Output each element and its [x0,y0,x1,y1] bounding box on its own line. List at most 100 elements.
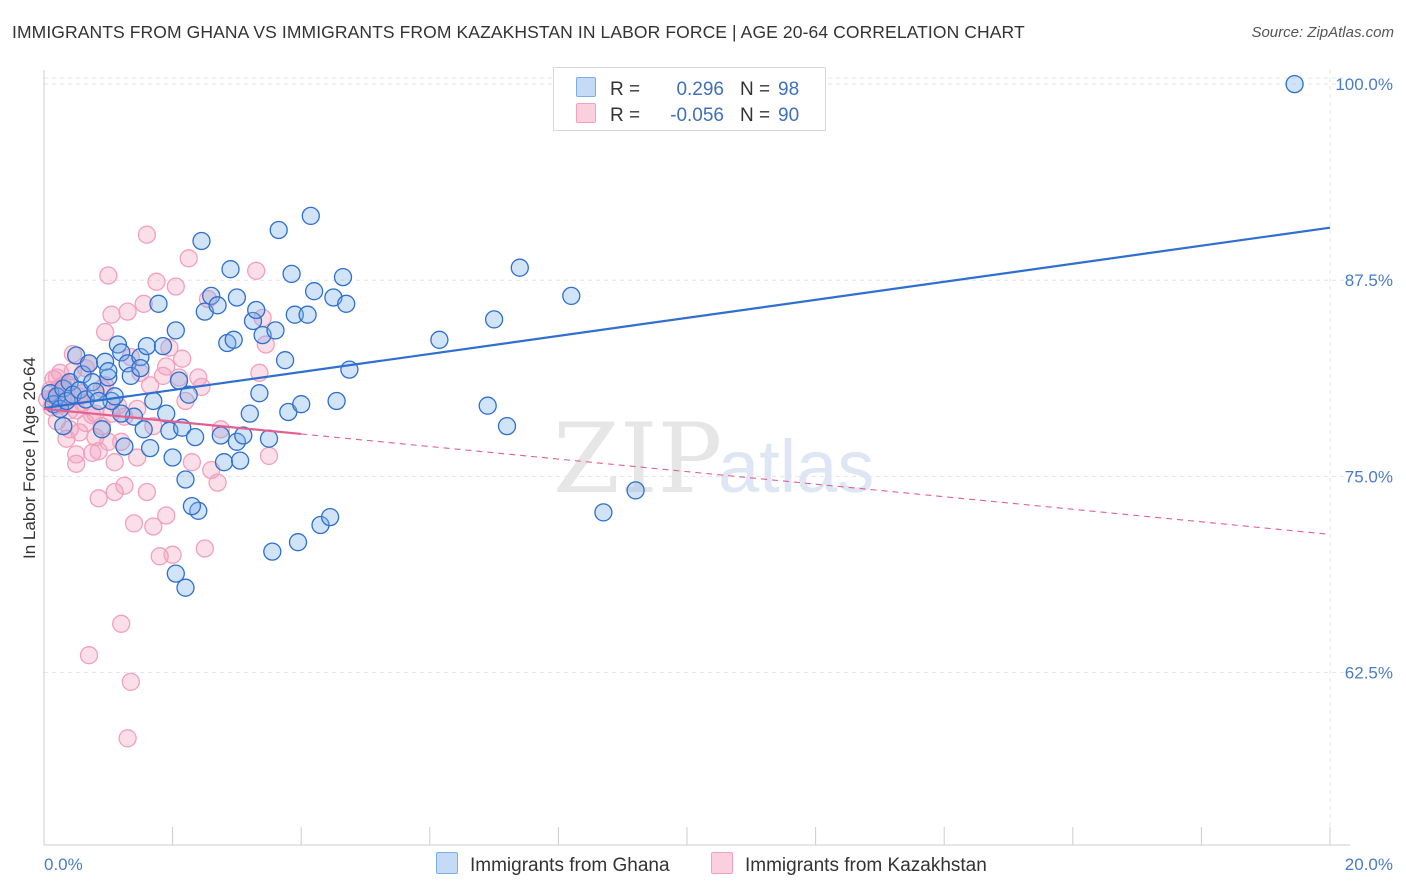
y-tick-label: 62.5% [1345,663,1393,682]
kazakhstan-point [118,729,137,748]
ghana-point [234,426,253,445]
ghana-point [137,336,157,356]
ghana-point [224,330,243,349]
kazakhstan-point [112,614,131,633]
ghana-trend-line [43,226,1331,410]
ghana-point [301,206,320,226]
ghana-r-label: R = [610,79,641,100]
kazakhstan-point [137,482,157,502]
ghana-point [176,470,195,489]
ghana-point [497,416,517,436]
ghana-point [484,310,504,329]
kazakhstan-point [173,349,192,368]
kazakhstan-point [95,322,115,342]
ghana-point [192,231,211,251]
correlation-legend: R = 0.296 N = 98 R = -0.056 N = 90 [553,67,826,131]
ghana-n-label: N = [740,79,771,100]
watermark-atlas: atlas [718,425,874,508]
bottom-legend-kazakhstan: Immigrants from Kazakhstan [711,852,987,877]
ghana-point [227,288,247,307]
ghana-point [250,384,269,403]
bottom-kazakhstan-label: Immigrants from Kazakhstan [745,855,987,876]
ghana-point [179,385,198,404]
ghana-point [478,396,497,415]
ghana-point [182,496,202,516]
ghana-swatch [576,77,596,97]
kazakhstan-r-label: R = [610,105,641,126]
grid-lines [44,70,1350,845]
bottom-kazakhstan-swatch [711,852,733,874]
ghana-point [131,358,150,378]
ghana-point [176,578,195,597]
ghana-point [144,391,163,411]
kazakhstan-point [128,448,147,467]
ghana-point [149,294,168,313]
axes [43,70,1350,846]
kazakhstan-point [134,294,153,313]
kazakhstan-point [124,514,144,533]
ghana-point [594,503,613,522]
ghana-point [230,451,250,470]
ghana-point [304,282,324,301]
kazakhstan-point [182,453,202,472]
ghana-point [166,564,185,583]
kazakhstan-trend-line-solid [43,407,302,436]
kazakhstan-point [208,473,227,492]
kazakhstan-point [247,261,266,280]
bottom-ghana-swatch [436,852,458,874]
y-tick-label: 100.0% [1335,75,1393,94]
ghana-point [99,368,118,387]
ghana-point [275,351,295,370]
kazakhstan-point [160,338,179,357]
source-label: Source: ZipAtlas.com [1251,24,1394,41]
ghana-point [79,354,99,373]
y-axis-label: In Labor Force | Age 20-64 [20,357,39,559]
ghana-point [54,416,73,436]
kazakhstan-point [105,482,124,502]
ghana-point [211,426,230,445]
ghana-point [221,260,240,279]
ghana-points [41,74,1304,597]
y-tick-label: 75.0% [1345,467,1393,486]
kazakhstan-point [157,357,176,376]
ghana-point [243,311,263,331]
ghana-point [112,404,131,423]
kazakhstan-trend-line-dashed [301,433,1331,535]
ghana-point [214,453,234,472]
ghana-point [240,404,259,423]
x-tick-label: 20.0% [1345,855,1393,874]
ghana-point [140,438,160,458]
ghana-r-value: 0.296 [676,79,724,100]
kazakhstan-point [179,249,198,268]
bottom-ghana-label: Immigrants from Ghana [470,855,670,876]
ghana-point [337,294,356,313]
ghana-point [285,305,304,324]
y-tick-label: 87.5% [1345,271,1393,290]
ghana-point [259,429,279,448]
kazakhstan-point [118,302,137,321]
trend-lines [43,226,1331,535]
tick-labels: 62.5% 75.0% 87.5% 100.0% 0.0% 20.0% [44,75,1393,874]
chart-title: IMMIGRANTS FROM GHANA VS IMMIGRANTS FROM… [12,22,1025,42]
kazakhstan-point [121,672,140,691]
ghana-point [208,296,227,315]
kazakhstan-point [157,506,176,525]
ghana-point [166,321,185,340]
legend-row-kazakhstan: R = -0.056 N = 90 [576,103,799,127]
ghana-point [269,220,288,240]
kazakhstan-point [67,445,86,464]
ghana-n-value: 98 [778,79,800,100]
ghana-point [153,336,173,356]
ghana-point [115,437,134,456]
ghana-point [320,507,340,527]
kazakhstan-point [102,305,121,324]
kazakhstan-point [105,453,124,472]
ghana-point [263,542,282,561]
kazakhstan-point [166,277,185,296]
kazakhstan-point [67,454,86,473]
ghana-point [163,448,182,467]
kazakhstan-point [115,476,134,495]
kazakhstan-point [99,266,118,285]
kazakhstan-n-value: 90 [778,105,800,126]
